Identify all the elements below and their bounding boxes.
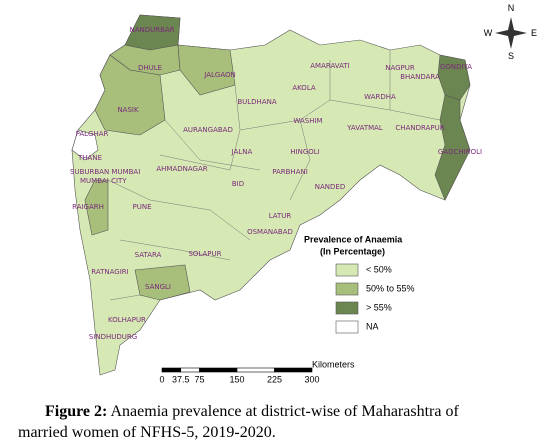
district-label: HINGOLI: [290, 148, 319, 156]
district-label: CHANDRAPUR: [395, 124, 444, 132]
scale-segment: [199, 367, 238, 373]
legend: Prevalence of Anaemia (In Percentage) < …: [304, 234, 415, 334]
compass-e: E: [531, 28, 537, 38]
region-na: [71, 129, 99, 161]
region-mid: [134, 264, 191, 301]
district-label: RATNAGIRI: [91, 268, 128, 276]
district-label: NANDED: [315, 183, 345, 191]
compass-w: W: [484, 28, 493, 38]
district-label: PUNE: [132, 203, 151, 211]
district-label: MUMBAI CITY: [80, 177, 127, 185]
district-borders: [107, 50, 441, 301]
district-label: GONDIYA: [440, 63, 472, 71]
district-label: WASHIM: [293, 117, 322, 125]
district-label: WARDHA: [364, 93, 396, 101]
compass-rose: [495, 17, 527, 49]
scale-bar: 0 37.5 75 150 225 300 Kilometers: [159, 359, 355, 384]
legend-swatch: [335, 282, 359, 296]
region-mid: [94, 54, 166, 136]
scale-segment: [236, 367, 275, 373]
district-label: AURANGABAD: [183, 126, 233, 134]
scale-unit: Kilometers: [312, 359, 355, 369]
compass: N E S W: [484, 3, 537, 61]
caption-line-2: married women of NFHS-5, 2019-2020.: [18, 424, 276, 441]
legend-label: NA: [366, 321, 379, 331]
region-mid: [177, 44, 236, 96]
legend-swatch: [335, 320, 359, 334]
district-label: BHANDARA: [400, 73, 440, 81]
district-label: LATUR: [269, 212, 292, 220]
legend-title: Prevalence of Anaemia: [304, 234, 403, 244]
district-label: JALGAON: [203, 71, 235, 79]
caption-label: Figure 2:: [45, 403, 107, 420]
district-label: SOLAPUR: [188, 250, 221, 258]
legend-subtitle: (In Percentage): [320, 246, 385, 256]
district-label: GADCHIROLI: [438, 148, 482, 156]
scale-tick-label: 150: [229, 374, 244, 384]
region-mid: [84, 179, 109, 236]
scale-segment: [274, 367, 313, 373]
caption-text: married women of NFHS-5, 2019-2020.: [18, 424, 276, 441]
scale-tick-label: 75: [194, 374, 204, 384]
district-label: NANDURBAR: [129, 26, 174, 34]
district-label: SUBURBAN MUMBAI: [70, 168, 140, 176]
district-label: SATARA: [135, 251, 162, 259]
compass-n: N: [508, 3, 515, 13]
legend-label: > 55%: [366, 302, 392, 312]
district-label: RAIGARH: [72, 203, 104, 211]
district-label: AHMADNAGAR: [156, 165, 207, 173]
scale-segment: [180, 367, 200, 373]
scale-tick-label: 0: [159, 374, 164, 384]
scale-tick-label: 37.5: [172, 374, 190, 384]
compass-s: S: [508, 51, 514, 61]
district-label: JALNA: [231, 148, 253, 156]
legend-swatch: [335, 301, 359, 315]
district-label: AKOLA: [292, 84, 316, 92]
region-high: [434, 94, 471, 201]
scale-segment: [161, 367, 182, 373]
district-label: BID: [232, 180, 244, 188]
district-label: SINDHUDURG: [89, 333, 137, 341]
district-labels: NANDURBAR DHULE JALGAON AMARAVATI NAGPUR…: [70, 26, 482, 341]
district-label: NAGPUR: [385, 64, 415, 72]
district-label: NASIK: [117, 106, 139, 114]
caption-line-1: Figure 2: Anaemia prevalence at district…: [45, 403, 459, 420]
scale-tick-label: 225: [267, 374, 282, 384]
caption-text: Anaemia prevalence at district-wise of M…: [110, 403, 459, 420]
legend-label: 50% to 55%: [366, 283, 415, 293]
district-label: DHULE: [138, 64, 162, 72]
district-label: KOLHAPUR: [108, 316, 146, 324]
district-label: BULDHANA: [237, 98, 277, 106]
district-label: PARBHANI: [272, 168, 308, 176]
legend-swatch: [335, 263, 359, 277]
district-label: SANGLI: [145, 283, 171, 291]
map: [71, 14, 471, 376]
district-label: YAVATMAL: [346, 124, 383, 132]
district-label: OSMANABAD: [247, 228, 293, 236]
district-label: THANE: [77, 154, 102, 162]
district-label: PALGHAR: [76, 130, 109, 138]
legend-label: < 50%: [366, 264, 392, 274]
scale-tick-label: 300: [304, 374, 319, 384]
district-label: AMARAVATI: [310, 62, 349, 70]
